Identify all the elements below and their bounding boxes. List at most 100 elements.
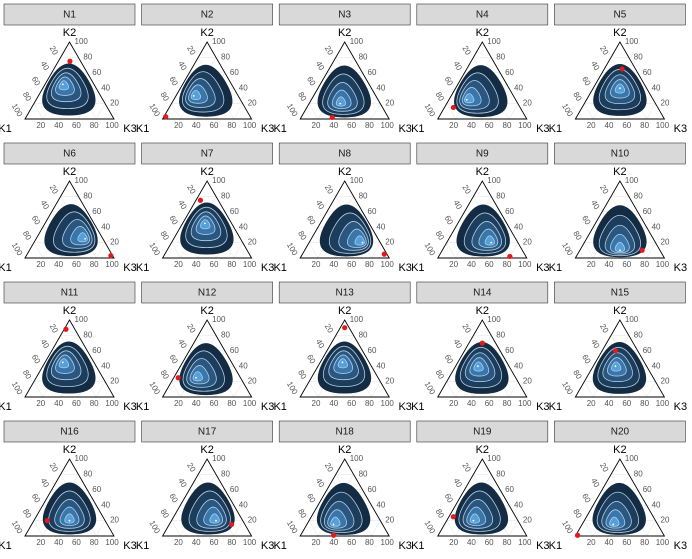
k3-tick-label: 40 — [605, 260, 614, 269]
k1-tick-label: 60 — [167, 214, 180, 227]
k1-tick-label: 100 — [560, 519, 575, 536]
k3-tick-label: 60 — [347, 121, 356, 130]
k1-tick-label: 20 — [598, 183, 611, 196]
k2-tick-label: 60 — [505, 346, 514, 355]
point — [63, 326, 69, 332]
grid-line — [95, 520, 106, 537]
k3-tick-label: 100 — [243, 260, 257, 269]
k2-tick-label: 80 — [221, 331, 230, 340]
k1-tick-label: 100 — [423, 102, 438, 119]
grid-line — [446, 381, 456, 398]
k2-tick-label: 20 — [110, 516, 119, 525]
strip — [278, 3, 411, 26]
panel: N12202020404040606060808080100100100K2K1… — [136, 281, 274, 413]
k1-tick-label: 100 — [285, 241, 300, 258]
k1-tick-label: 80 — [21, 229, 34, 242]
k1-tick-label: 40 — [176, 199, 189, 212]
strip — [554, 142, 686, 165]
k3-tick-label: 20 — [36, 399, 45, 408]
triangle — [161, 41, 253, 120]
k1-tick-label: 40 — [589, 60, 602, 73]
k3-label: K3 — [536, 540, 549, 552]
k3-label: K3 — [261, 123, 274, 135]
k3-tick-label: 60 — [72, 121, 81, 130]
triangle — [299, 458, 390, 537]
density-contour — [200, 219, 211, 230]
k2-tick-label: 40 — [652, 500, 661, 509]
point — [197, 197, 204, 203]
density-mode — [465, 98, 468, 101]
k3-tick-label: 20 — [174, 260, 183, 269]
triangle — [24, 458, 115, 537]
panel-title: N2 — [201, 10, 214, 21]
k2-tick-label: 100 — [487, 454, 501, 463]
grid-line — [371, 242, 381, 259]
grid-line — [371, 103, 381, 120]
point — [479, 340, 485, 346]
k2-tick-label: 60 — [230, 485, 239, 494]
k1-tick-label: 100 — [147, 102, 162, 119]
triangle — [161, 458, 253, 537]
strip — [554, 420, 686, 443]
k2-tick-label: 100 — [212, 176, 226, 185]
k2-label: K2 — [200, 305, 213, 317]
k2-label: K2 — [476, 444, 489, 456]
k3-tick-label: 60 — [485, 399, 494, 408]
panel-title: N11 — [61, 288, 79, 299]
k2-label: K2 — [338, 166, 351, 178]
k3-tick-label: 40 — [54, 121, 63, 130]
point — [612, 348, 619, 354]
density-mode — [61, 83, 64, 86]
k1-tick-label: 40 — [176, 338, 189, 351]
density-mode — [341, 361, 344, 364]
k1-tick-label: 60 — [30, 353, 43, 366]
k2-tick-label: 40 — [652, 222, 661, 231]
k2-tick-label: 80 — [221, 192, 230, 201]
k3-tick-label: 80 — [503, 121, 512, 130]
k3-tick-label: 60 — [622, 260, 631, 269]
k3-tick-label: 80 — [640, 399, 649, 408]
k2-tick-label: 60 — [92, 207, 101, 216]
strip — [554, 3, 686, 26]
k2-tick-label: 80 — [496, 470, 505, 479]
k1-label: K1 — [0, 262, 12, 274]
density-contour — [469, 513, 480, 524]
panel-title: N3 — [338, 10, 351, 21]
point — [175, 375, 181, 381]
k2-tick-label: 20 — [661, 99, 670, 108]
k2-tick-label: 100 — [350, 176, 364, 185]
k3-tick-label: 20 — [312, 260, 321, 269]
strip — [278, 142, 411, 165]
k3-label: K3 — [123, 262, 136, 274]
strip — [416, 3, 549, 26]
k2-tick-label: 80 — [496, 53, 505, 62]
k1-tick-label: 80 — [296, 229, 309, 242]
k2-label: K2 — [63, 444, 76, 456]
k3-tick-label: 40 — [329, 399, 338, 408]
strip — [416, 142, 549, 165]
triangle — [299, 319, 390, 398]
k1-label: K1 — [0, 540, 12, 552]
point — [450, 104, 456, 111]
k1-tick-label: 20 — [323, 322, 336, 335]
panel-title: N17 — [198, 427, 217, 438]
k2-tick-label: 40 — [514, 500, 523, 509]
k2-tick-label: 80 — [634, 331, 643, 340]
k3-tick-label: 20 — [587, 121, 596, 130]
k3-tick-label: 80 — [503, 260, 512, 269]
k1-tick-label: 40 — [176, 60, 189, 73]
density-contour — [335, 96, 347, 107]
k2-tick-label: 20 — [110, 377, 119, 386]
panel-title: N6 — [63, 149, 76, 160]
k3-tick-label: 80 — [365, 121, 374, 130]
k3-label: K3 — [536, 123, 549, 135]
k3-tick-label: 60 — [485, 121, 494, 130]
grid-line — [371, 381, 381, 398]
k3-tick-label: 20 — [36, 260, 45, 269]
k2-tick-label: 100 — [75, 454, 89, 463]
strip — [278, 420, 411, 443]
density-contour — [337, 358, 348, 369]
